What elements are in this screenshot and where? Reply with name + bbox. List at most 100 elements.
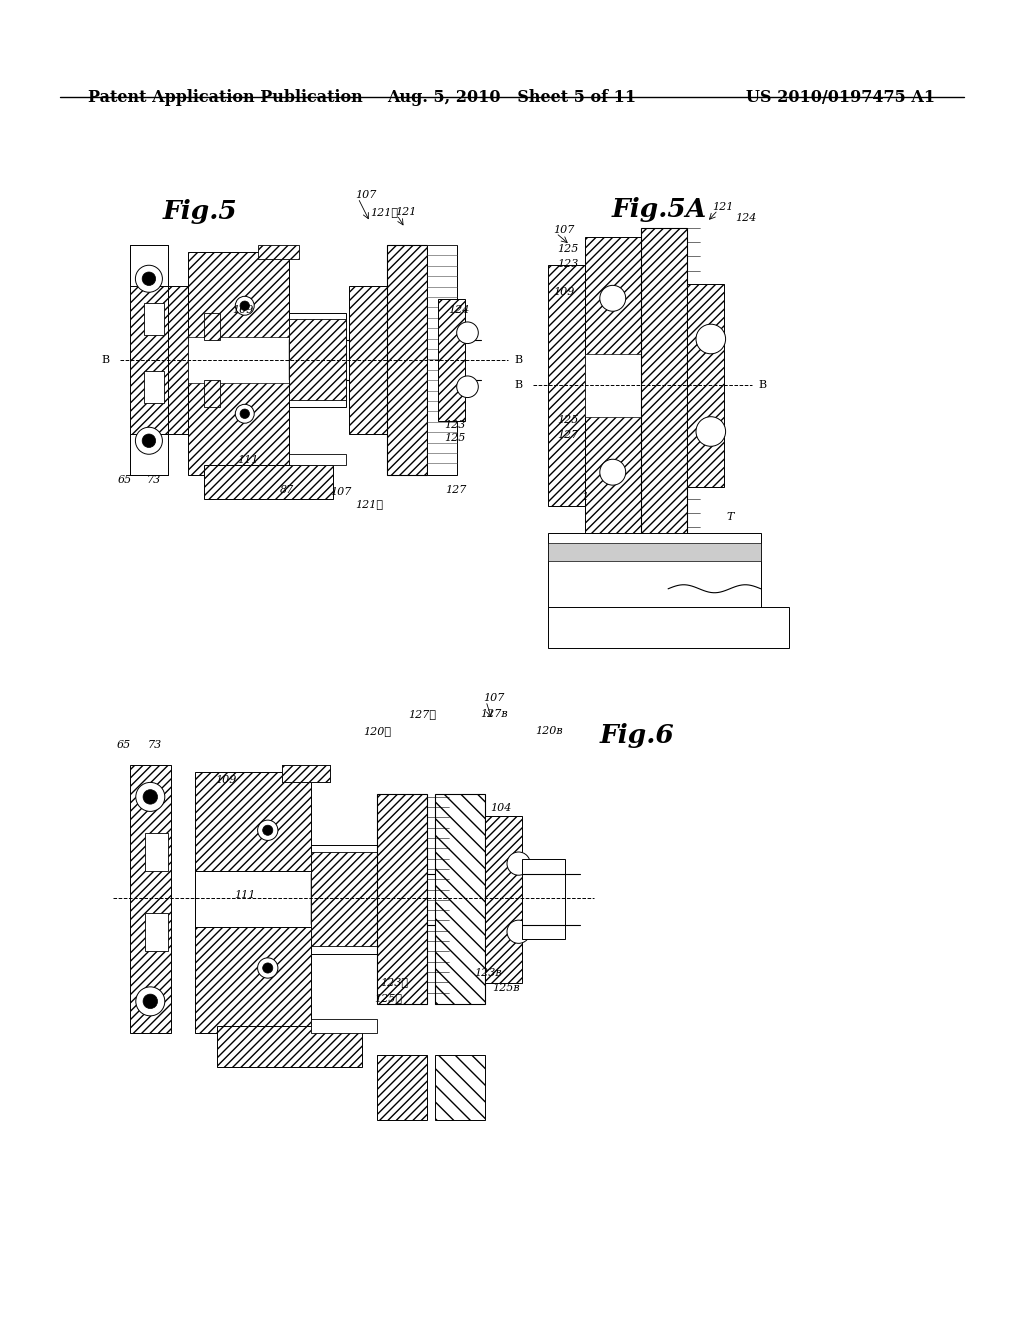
Text: 107: 107 bbox=[483, 693, 505, 704]
Text: B: B bbox=[101, 355, 110, 364]
Text: 73: 73 bbox=[148, 741, 162, 750]
Bar bbox=[188, 252, 290, 474]
Text: 87: 87 bbox=[280, 484, 294, 495]
Polygon shape bbox=[143, 371, 164, 403]
Circle shape bbox=[507, 920, 530, 944]
Text: 107: 107 bbox=[355, 190, 377, 201]
Text: 1: 1 bbox=[581, 492, 588, 502]
Text: 121⁁: 121⁁ bbox=[370, 207, 398, 216]
Text: T: T bbox=[726, 512, 733, 521]
Circle shape bbox=[135, 265, 163, 292]
Circle shape bbox=[457, 376, 478, 397]
Bar bbox=[204, 313, 220, 339]
Text: 107: 107 bbox=[553, 224, 574, 235]
Bar bbox=[377, 1055, 427, 1121]
Circle shape bbox=[258, 820, 278, 841]
Circle shape bbox=[136, 987, 165, 1016]
Circle shape bbox=[507, 851, 530, 875]
Text: 111: 111 bbox=[234, 890, 255, 900]
Text: Aug. 5, 2010   Sheet 5 of 11: Aug. 5, 2010 Sheet 5 of 11 bbox=[387, 88, 637, 106]
Text: 124: 124 bbox=[735, 213, 757, 223]
Text: 120⁁: 120⁁ bbox=[362, 726, 391, 737]
Bar bbox=[130, 766, 171, 1034]
Polygon shape bbox=[311, 849, 370, 924]
Bar bbox=[290, 313, 346, 407]
Bar bbox=[311, 845, 377, 953]
Bar bbox=[485, 816, 521, 982]
Polygon shape bbox=[143, 304, 164, 335]
Bar bbox=[290, 319, 346, 400]
Bar bbox=[585, 354, 640, 417]
Circle shape bbox=[236, 404, 254, 424]
Text: B: B bbox=[514, 380, 522, 391]
Bar bbox=[130, 246, 168, 285]
Bar bbox=[386, 246, 427, 474]
Text: 127: 127 bbox=[557, 430, 579, 440]
Text: 109: 109 bbox=[553, 286, 574, 297]
Circle shape bbox=[143, 994, 158, 1008]
Bar bbox=[217, 1026, 362, 1067]
Bar bbox=[258, 246, 299, 259]
Bar bbox=[188, 337, 290, 383]
Bar bbox=[548, 533, 761, 616]
Text: 125⁁: 125⁁ bbox=[374, 993, 402, 1003]
Text: B: B bbox=[759, 380, 767, 391]
Text: 127: 127 bbox=[445, 484, 466, 495]
Text: 125ʙ: 125ʙ bbox=[492, 983, 519, 993]
Text: 125: 125 bbox=[557, 414, 579, 425]
Circle shape bbox=[240, 409, 250, 418]
Bar bbox=[427, 246, 457, 474]
Text: 127ʙ: 127ʙ bbox=[480, 709, 508, 719]
Bar bbox=[585, 238, 640, 533]
Bar bbox=[204, 465, 333, 499]
Text: 104: 104 bbox=[490, 803, 511, 813]
Bar bbox=[283, 766, 330, 783]
Circle shape bbox=[143, 789, 158, 804]
Bar bbox=[548, 543, 761, 561]
Circle shape bbox=[263, 825, 272, 836]
Text: 123ʙ: 123ʙ bbox=[474, 968, 502, 978]
Text: 107: 107 bbox=[330, 487, 351, 498]
Bar bbox=[311, 851, 377, 946]
Text: 109: 109 bbox=[232, 305, 253, 315]
Text: 65: 65 bbox=[118, 475, 132, 484]
Bar bbox=[130, 434, 168, 474]
Circle shape bbox=[240, 301, 250, 310]
Text: 123⁁: 123⁁ bbox=[380, 977, 408, 987]
Circle shape bbox=[258, 958, 278, 978]
Text: B: B bbox=[515, 355, 523, 364]
Text: Patent Application Publication: Patent Application Publication bbox=[88, 88, 362, 106]
Text: 120ʙ: 120ʙ bbox=[535, 726, 562, 737]
Circle shape bbox=[600, 459, 626, 486]
Polygon shape bbox=[144, 833, 168, 871]
Bar bbox=[283, 766, 330, 783]
Circle shape bbox=[236, 296, 254, 315]
Text: 127⁁: 127⁁ bbox=[408, 709, 436, 719]
Circle shape bbox=[457, 322, 478, 343]
Text: 111: 111 bbox=[237, 455, 258, 465]
Circle shape bbox=[142, 434, 156, 447]
Text: 121: 121 bbox=[712, 202, 733, 213]
Text: 125: 125 bbox=[557, 244, 579, 253]
Circle shape bbox=[696, 325, 726, 354]
Text: US 2010/0197475 A1: US 2010/0197475 A1 bbox=[745, 88, 935, 106]
Circle shape bbox=[600, 285, 626, 312]
Bar bbox=[130, 246, 168, 474]
Text: 121: 121 bbox=[395, 207, 417, 216]
Bar bbox=[168, 285, 188, 434]
Circle shape bbox=[263, 962, 272, 973]
Bar bbox=[349, 285, 386, 434]
Bar bbox=[434, 795, 485, 1005]
Circle shape bbox=[136, 783, 165, 812]
Bar bbox=[204, 380, 220, 407]
Bar bbox=[548, 265, 585, 506]
Circle shape bbox=[696, 417, 726, 446]
Bar bbox=[434, 1055, 485, 1121]
Polygon shape bbox=[144, 913, 168, 950]
Text: 123: 123 bbox=[557, 259, 579, 269]
Text: Fig.5: Fig.5 bbox=[163, 199, 238, 224]
Polygon shape bbox=[290, 319, 346, 380]
Bar bbox=[640, 228, 687, 543]
Text: Fig.5A: Fig.5A bbox=[612, 197, 708, 222]
Bar bbox=[290, 454, 346, 465]
